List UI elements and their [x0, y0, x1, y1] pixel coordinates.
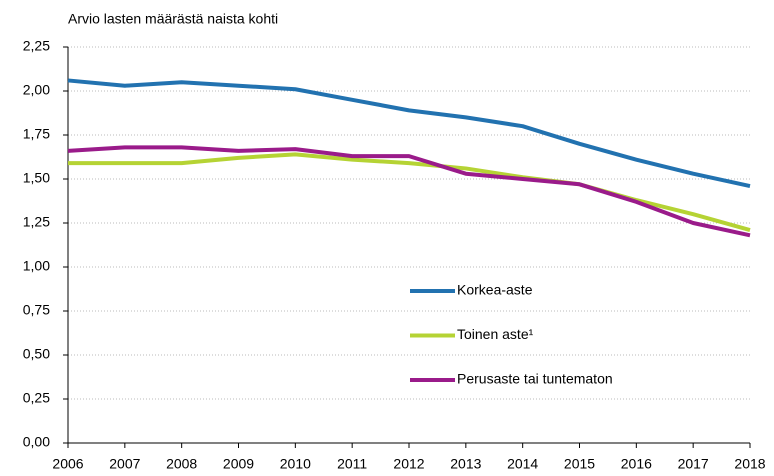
- x-tick-label: 2007: [109, 456, 140, 472]
- y-tick-label: 1,75: [23, 126, 50, 142]
- legend-label: Korkea-aste: [457, 282, 533, 298]
- x-tick-label: 2009: [223, 456, 254, 472]
- x-tick-label: 2013: [450, 456, 481, 472]
- x-tick-label: 2017: [678, 456, 709, 472]
- y-tick-label: 1,00: [23, 258, 50, 274]
- y-tick-label: 2,00: [23, 82, 50, 98]
- x-tick-label: 2018: [734, 456, 765, 472]
- y-axis-label: Arvio lasten määrästä naista kohti: [68, 11, 278, 27]
- y-tick-label: 0,50: [23, 346, 50, 362]
- x-tick-label: 2016: [621, 456, 652, 472]
- x-tick-label: 2012: [393, 456, 424, 472]
- line-series: [68, 152, 751, 232]
- y-tick-label: 0,00: [23, 434, 50, 450]
- legend-label: Toinen aste¹: [457, 326, 534, 342]
- y-tick-label: 1,50: [23, 170, 50, 186]
- y-tick-label: 1,25: [23, 214, 50, 230]
- y-tick-label: 2,25: [23, 38, 50, 54]
- y-tick-label: 0,25: [23, 390, 50, 406]
- x-tick-label: 2015: [564, 456, 595, 472]
- x-tick-label: 2010: [280, 456, 311, 472]
- x-tick-label: 2014: [507, 456, 538, 472]
- line-series: [67, 78, 751, 188]
- x-tick-label: 2006: [52, 456, 83, 472]
- line-series: [67, 145, 751, 238]
- x-tick-label: 2008: [166, 456, 197, 472]
- legend-label: Perusaste tai tuntematon: [457, 371, 613, 387]
- x-tick-label: 2011: [337, 456, 367, 472]
- y-tick-label: 0,75: [23, 302, 50, 318]
